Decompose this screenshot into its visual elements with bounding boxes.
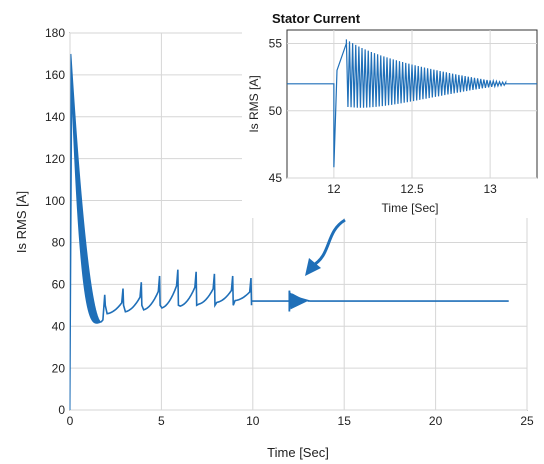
y-tick-label: 160 xyxy=(45,68,65,82)
inset-x-axis-label: Time [Sec] xyxy=(382,201,439,215)
x-tick-label: 25 xyxy=(520,414,534,428)
y-tick-label: 120 xyxy=(45,152,65,166)
inset-series-line xyxy=(287,39,537,168)
y-tick-label: 60 xyxy=(52,278,66,292)
inset-y-axis-label: Is RMS [A] xyxy=(247,75,261,132)
annotation-arrow-head xyxy=(305,258,321,276)
main-tick-labels: 0 5 10 15 20 25 0 20 40 60 80 100 120 140 160 180 xyxy=(45,26,534,428)
x-tick-label: 5 xyxy=(158,414,165,428)
y-tick-label: 45 xyxy=(269,171,283,185)
inset-plot: Stator Current 12 12.5 13 45 50 55 Time [Sec]… xyxy=(242,11,542,218)
y-tick-label: 55 xyxy=(269,37,283,51)
inset-series xyxy=(287,39,537,168)
x-tick-label: 20 xyxy=(429,414,443,428)
x-tick-label: 13 xyxy=(483,182,497,196)
y-tick-label: 100 xyxy=(45,194,65,208)
y-tick-label: 140 xyxy=(45,110,65,124)
main-x-axis-label: Time [Sec] xyxy=(267,445,329,460)
x-tick-label: 15 xyxy=(338,414,352,428)
main-series xyxy=(69,53,509,411)
inset-tick-labels: 12 12.5 13 45 50 55 xyxy=(269,37,497,196)
oscillation-series-line xyxy=(100,269,253,323)
x-tick-label: 12.5 xyxy=(400,182,424,196)
x-tick-label: 0 xyxy=(67,414,74,428)
x-tick-label: 10 xyxy=(246,414,260,428)
y-tick-label: 180 xyxy=(45,26,65,40)
y-tick-label: 80 xyxy=(52,236,66,250)
annotation-arrow-shaft xyxy=(311,218,346,268)
main-y-axis-label: Is RMS [A] xyxy=(14,191,29,253)
inset-gridlines xyxy=(287,30,537,179)
x-tick-label: 12 xyxy=(327,182,341,196)
y-tick-label: 0 xyxy=(58,403,65,417)
y-tick-label: 40 xyxy=(52,319,66,333)
startup-transient-band xyxy=(69,53,103,411)
step-transient-band xyxy=(290,292,308,310)
annotation-arrow xyxy=(305,218,346,276)
inset-title: Stator Current xyxy=(272,11,361,26)
y-tick-label: 50 xyxy=(269,104,283,118)
y-tick-label: 20 xyxy=(52,361,66,375)
